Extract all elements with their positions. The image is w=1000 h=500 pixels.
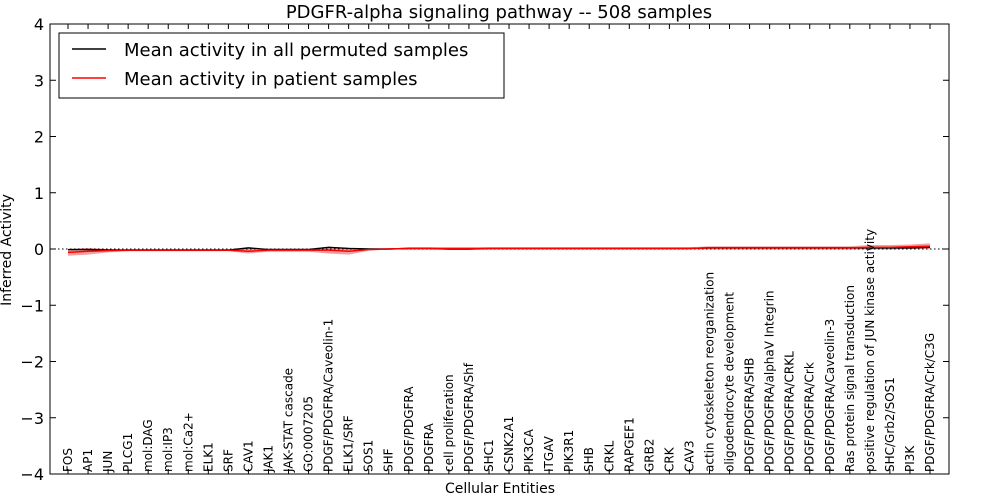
x-tick-label: SHF [382, 448, 396, 472]
patient-mean-line [67, 245, 931, 254]
x-tick-label: PDGF/PDGFRA/CRKL [783, 351, 797, 472]
x-tick-label: PDGFRA [422, 422, 436, 472]
x-tick-label: SOS1 [362, 440, 376, 472]
x-tick-label: PDGF/PDGFRA/Caveolin-1 [322, 319, 336, 472]
x-tick-label: SHC/Grb2/SOS1 [883, 377, 897, 472]
x-tick-label: PI3K [903, 445, 917, 472]
x-tick-label: actin cytoskeleton reorganization [702, 272, 716, 472]
x-tick-label: ELK1 [201, 442, 215, 472]
x-tick-label: PDGF/PDGFRA/SHB [743, 358, 757, 472]
x-tick-label: AP1 [81, 449, 95, 472]
x-tick-label: PDGF/PDGFRA/alphaV Integrin [763, 290, 777, 472]
x-tick-label: mol:DAG [141, 419, 155, 472]
y-tick-label: −2 [20, 353, 44, 372]
x-tick-label: mol:Ca2+ [181, 412, 195, 472]
legend-label-patient: Mean activity in patient samples [124, 69, 418, 90]
chart-title: PDGFR-alpha signaling pathway -- 508 sam… [286, 2, 712, 23]
x-tick-label: mol:IP3 [161, 427, 175, 472]
x-tick-label: PDGF/PDGFRA/Shf [462, 362, 476, 472]
x-tick-label: PDGF/PDGFRA/Caveolin-3 [823, 319, 837, 472]
x-tick-label: RAPGEF1 [622, 417, 636, 472]
y-tick-label: 2 [34, 128, 44, 147]
x-tick-label: PDGF/PDGFRA [402, 386, 416, 472]
legend-label-permuted: Mean activity in all permuted samples [124, 40, 468, 61]
y-tick-label: −3 [20, 409, 44, 428]
x-tick-label: JAK1 [261, 445, 275, 473]
x-tick-label: CSNK2A1 [502, 416, 516, 472]
x-tick-label: PDGF/PDGFRA/Crk/C3G [923, 333, 937, 472]
x-tick-label: ELK1/SRF [342, 415, 356, 472]
x-tick-label: JAK-STAT cascade [282, 368, 296, 473]
x-tick-label: oligodendrocyte development [723, 292, 737, 472]
legend-box [58, 32, 505, 99]
y-axis: −4 −3 −2 −1 0 1 2 3 4 [20, 15, 949, 484]
x-tick-label: CAV3 [682, 440, 696, 472]
x-tick-label: PLCG1 [121, 433, 135, 472]
x-tick-label: SRF [221, 449, 235, 472]
x-axis: FOS AP1 JUN PLCG1 mol:DAG mol:IP3 mol:Ca2+ ELK1… [61, 24, 937, 474]
x-tick-label: PIK3R1 [562, 430, 576, 472]
y-tick-label: 0 [34, 240, 44, 259]
y-tick-label: −4 [20, 465, 44, 484]
x-tick-label: Ras protein signal transduction [843, 285, 857, 472]
x-tick-label: ITGAV [542, 435, 556, 472]
x-tick-label: CRKL [602, 440, 616, 472]
x-tick-label: PIK3CA [522, 428, 536, 472]
y-axis-label: Inferred Activity [0, 194, 15, 306]
x-tick-label: GO:0007205 [302, 396, 316, 472]
x-axis-label: Cellular Entities [445, 481, 555, 497]
x-tick-label: cell proliferation [442, 374, 456, 472]
y-tick-label: 3 [34, 71, 44, 90]
series-lines [50, 245, 949, 254]
y-tick-label: −1 [20, 296, 44, 315]
x-tick-label: JUN [101, 451, 115, 473]
patient-activity-band [68, 243, 930, 256]
x-tick-label: SHB [582, 447, 596, 472]
legend: Mean activity in all permuted samples Me… [58, 32, 505, 99]
x-tick-label: GRB2 [642, 438, 656, 472]
x-tick-label: CAV1 [241, 440, 255, 472]
patient-variance-bands [68, 243, 930, 256]
y-tick-label: 4 [34, 15, 44, 34]
y-tick-label: 1 [34, 184, 44, 203]
x-tick-label: CRK [662, 446, 676, 472]
x-tick-label: SHC1 [482, 439, 496, 472]
x-tick-label: PDGF/PDGFRA/Crk [803, 362, 817, 472]
x-tick-label: positive regulation of JUN kinase activi… [863, 229, 877, 472]
x-tick-label: FOS [61, 448, 75, 472]
